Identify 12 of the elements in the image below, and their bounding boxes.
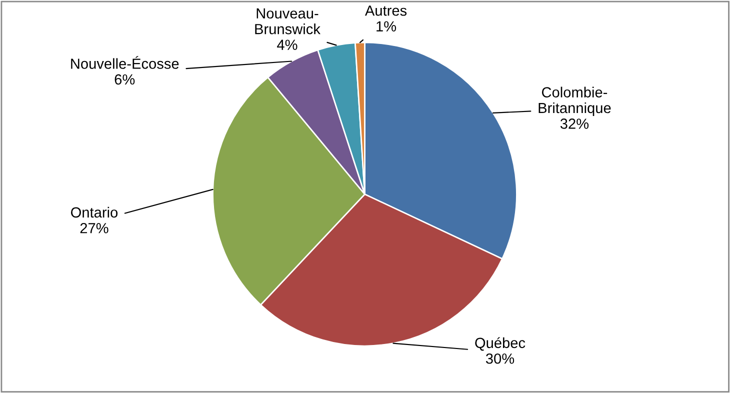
data-label: 4%: [277, 40, 298, 50]
data-label: 30%: [486, 353, 514, 364]
data-label: 27%: [80, 222, 108, 234]
slice-label: Nouveau-Brunswick: [255, 8, 320, 34]
slice-label: Colombie-Britannique: [538, 86, 611, 116]
data-label: 1%: [376, 21, 396, 32]
slice-label: Ontario: [71, 206, 118, 218]
slice-label: Nouvelle-Écosse: [71, 56, 179, 69]
slice-label: Autres: [364, 6, 407, 16]
slice-label: Québec: [475, 337, 526, 351]
data-label: 6%: [114, 74, 135, 85]
data-label: 32%: [560, 118, 589, 129]
